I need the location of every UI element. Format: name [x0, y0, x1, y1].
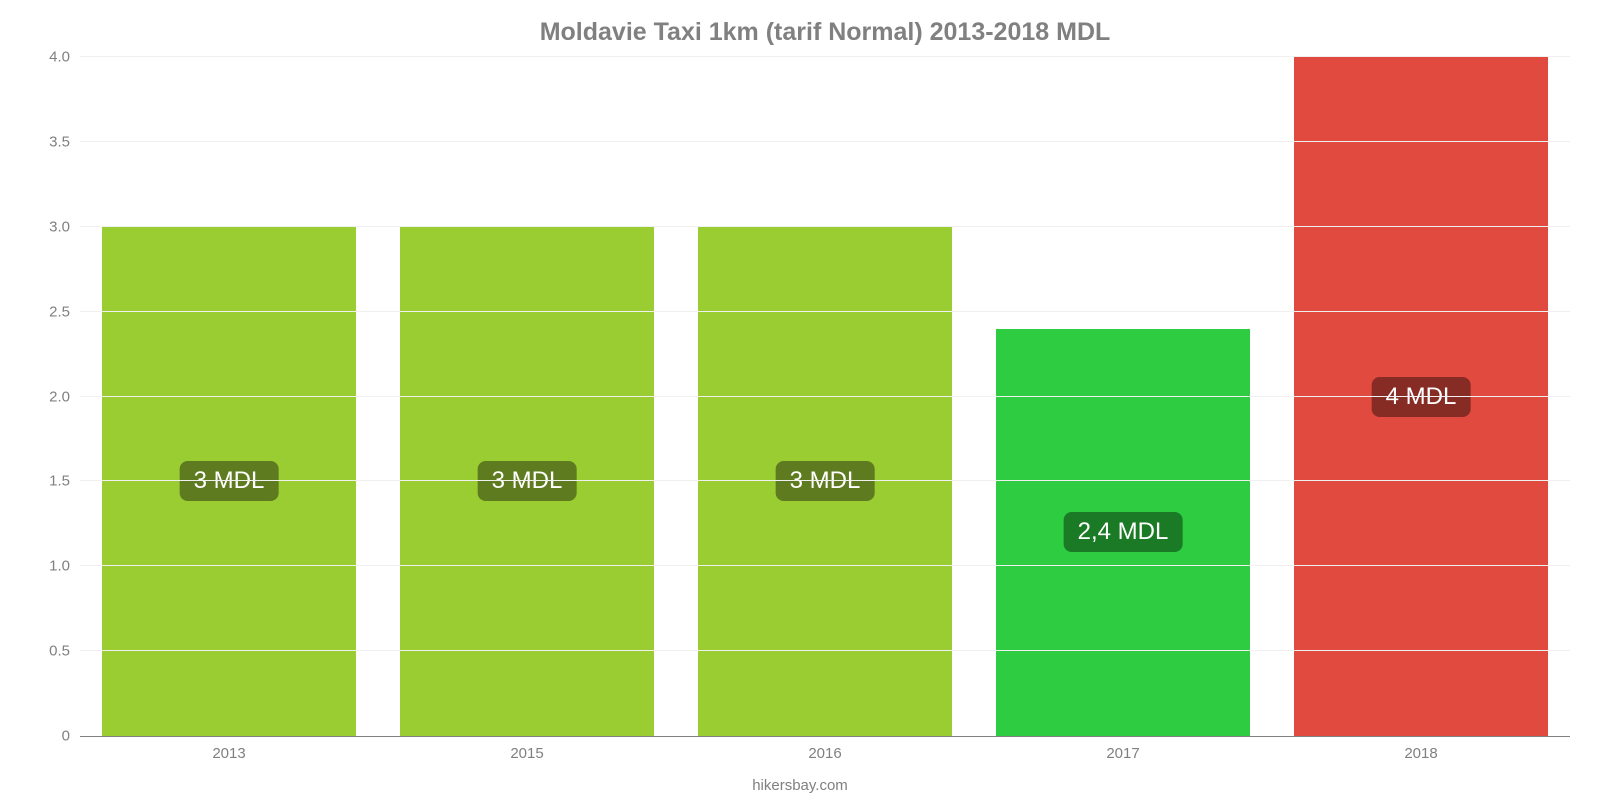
bar: 3 MDL: [400, 227, 653, 736]
y-tick-label: 3.0: [30, 218, 70, 235]
y-tick-label: 4.0: [30, 49, 70, 66]
bar-slot: 3 MDL: [676, 57, 974, 736]
gridline: [80, 396, 1570, 397]
bar-value-label: 2,4 MDL: [1064, 512, 1183, 552]
bar-slot: 2,4 MDL: [974, 57, 1272, 736]
chart-source: hikersbay.com: [0, 777, 1600, 794]
x-tick-label: 2015: [378, 745, 676, 762]
bar-value-label: 4 MDL: [1372, 377, 1471, 417]
chart-title: Moldavie Taxi 1km (tarif Normal) 2013-20…: [80, 10, 1570, 57]
y-tick-label: 0: [30, 728, 70, 745]
gridline: [80, 226, 1570, 227]
y-tick-label: 3.5: [30, 133, 70, 150]
bar-value-label: 3 MDL: [478, 461, 577, 501]
gridline: [80, 141, 1570, 142]
bar: 3 MDL: [102, 227, 355, 736]
bar-slot: 3 MDL: [378, 57, 676, 736]
y-tick-label: 1.5: [30, 473, 70, 490]
y-tick-label: 0.5: [30, 643, 70, 660]
bar-slot: 4 MDL: [1272, 57, 1570, 736]
gridline: [80, 311, 1570, 312]
bar: 2,4 MDL: [996, 329, 1249, 736]
bar-value-label: 3 MDL: [180, 461, 279, 501]
gridline: [80, 565, 1570, 566]
x-tick-label: 2013: [80, 745, 378, 762]
y-tick-label: 2.5: [30, 303, 70, 320]
x-tick-label: 2018: [1272, 745, 1570, 762]
gridline: [80, 650, 1570, 651]
gridline: [80, 56, 1570, 57]
bars-group: 3 MDL 3 MDL 3 MDL 2,4 MDL 4 MDL: [80, 57, 1570, 736]
chart-container: Moldavie Taxi 1km (tarif Normal) 2013-20…: [0, 0, 1600, 800]
bar-slot: 3 MDL: [80, 57, 378, 736]
bar: 3 MDL: [698, 227, 951, 736]
y-tick-label: 2.0: [30, 388, 70, 405]
x-tick-label: 2017: [974, 745, 1272, 762]
y-tick-label: 1.0: [30, 558, 70, 575]
x-tick-label: 2016: [676, 745, 974, 762]
x-axis: 20132015201620172018: [80, 745, 1570, 762]
bar: 4 MDL: [1294, 57, 1547, 736]
plot-area: 3 MDL3 MDL3 MDL2,4 MDL4 MDL 00.51.01.52.…: [80, 57, 1570, 737]
bar-value-label: 3 MDL: [776, 461, 875, 501]
gridline: [80, 480, 1570, 481]
